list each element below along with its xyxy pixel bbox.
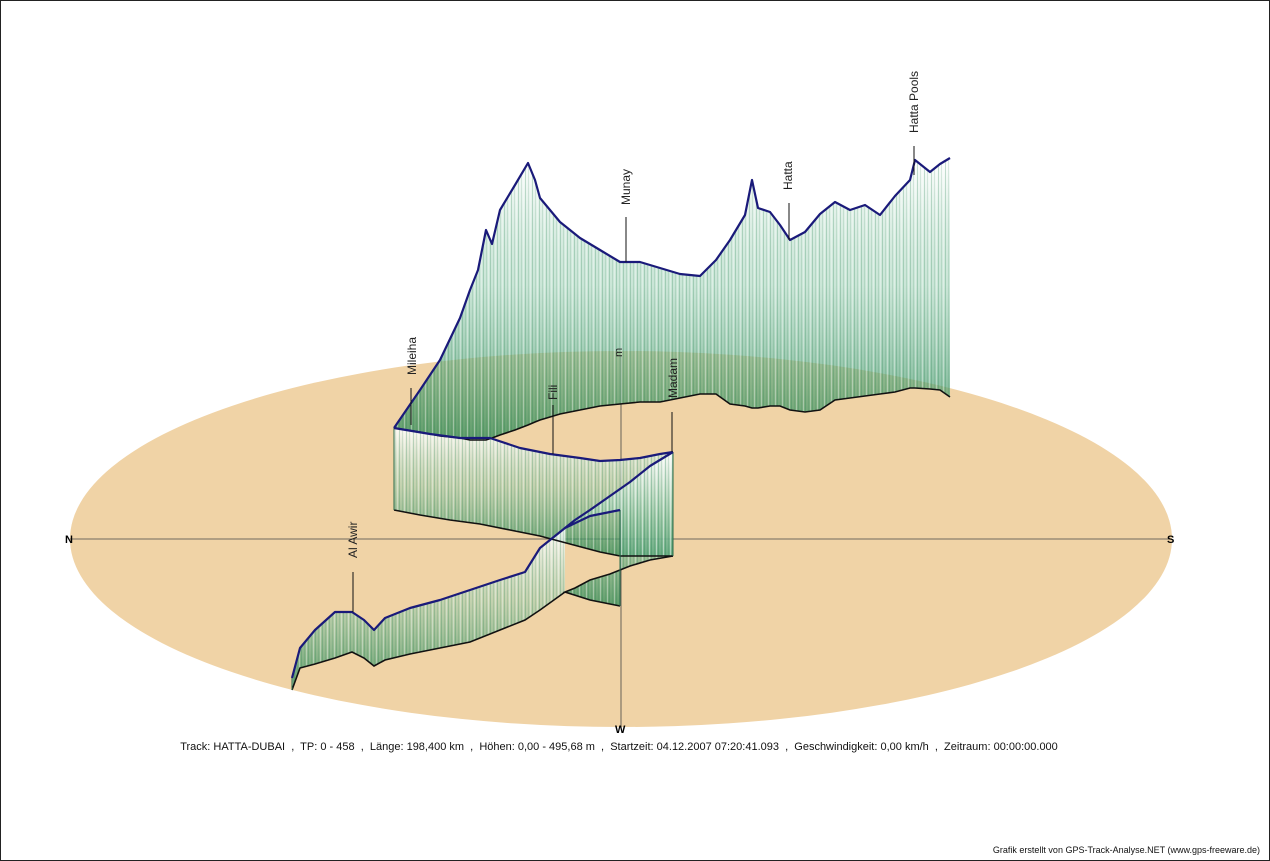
compass-north-label: N	[65, 534, 73, 546]
profile-line-2	[563, 451, 674, 530]
place-label-al-awir: Al Awir	[346, 522, 360, 558]
place-label-hatta-pools: Hatta Pools	[907, 71, 921, 133]
profile-line-0	[393, 157, 951, 429]
curtain-streaks-1	[394, 428, 673, 556]
place-label-munay: Munay	[619, 169, 633, 205]
curtain-streaks-0	[394, 158, 950, 440]
place-label-madam: Madam	[666, 358, 680, 398]
profile-line-3	[290, 527, 566, 679]
elevation-curtains	[292, 158, 950, 690]
place-markers	[352, 146, 915, 612]
ground-track-3	[291, 591, 566, 691]
profile-line-1	[393, 426, 674, 463]
elevation-profile-lines	[290, 157, 951, 679]
ground-track-1	[393, 509, 673, 557]
credit-text: Grafik erstellt von GPS-Track-Analyse.NE…	[992, 845, 1260, 855]
curtain-streaks-3	[292, 528, 565, 690]
place-label-fili: Fili	[546, 385, 560, 400]
compass-south-label: S	[1167, 534, 1174, 546]
place-label-hatta: Hatta	[781, 161, 795, 190]
compass-center-mark: m	[613, 348, 625, 357]
curtain-streaks-2	[565, 452, 673, 606]
place-label-mileiha: Mileiha	[405, 337, 419, 375]
track-summary: Track: HATTA-DUBAI , TP: 0 - 458 , Länge…	[180, 741, 1058, 753]
ground-track-2	[562, 555, 674, 607]
compass-west-label: W	[615, 724, 626, 736]
